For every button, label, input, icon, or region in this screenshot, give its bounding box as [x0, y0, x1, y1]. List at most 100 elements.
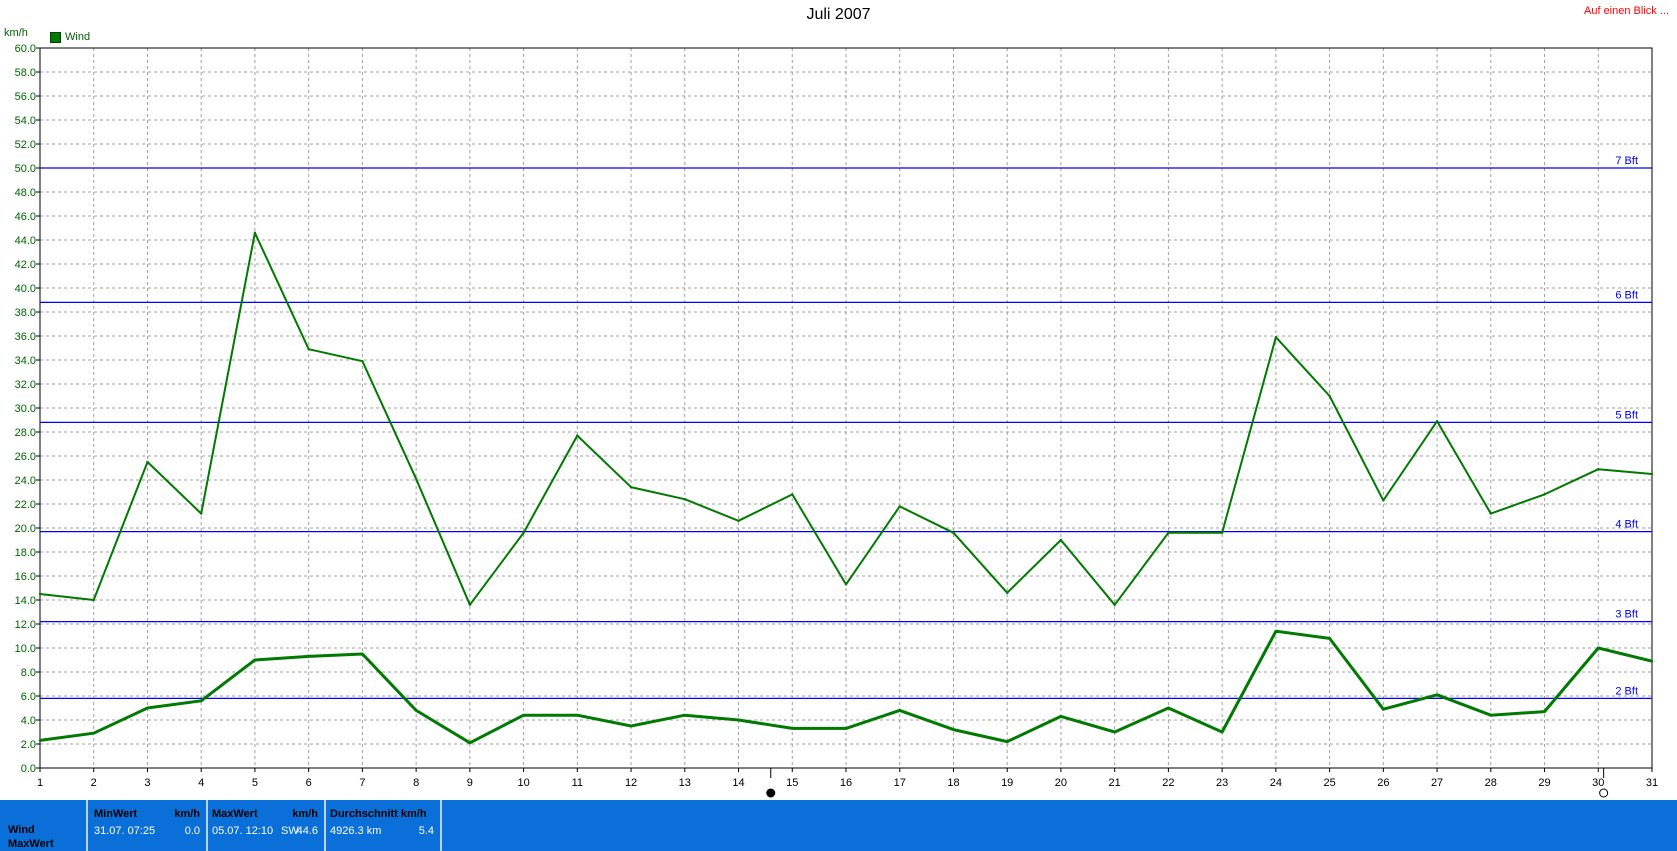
data-point [1006, 591, 1009, 594]
data-point [307, 348, 310, 351]
min-value: 0.0 [184, 825, 200, 837]
max-unit: km/h [292, 808, 318, 820]
data-point [952, 728, 955, 731]
y-tick-label: 4.0 [21, 715, 36, 727]
x-tick-label: 21 [1109, 777, 1121, 789]
x-tick-label: 16 [840, 777, 852, 789]
data-point [522, 531, 525, 534]
x-tick-label: 5 [252, 777, 258, 789]
stats-avg-box: Durchschnitt km/h 4926.3 km 5.4 [326, 800, 442, 851]
y-tick-label: 42.0 [15, 259, 36, 271]
x-tick-label: 30 [1592, 777, 1604, 789]
y-tick-label: 48.0 [15, 187, 36, 199]
data-point [200, 699, 203, 702]
data-point [1328, 394, 1331, 398]
x-tick-label: 18 [947, 777, 959, 789]
max-direction: SW [281, 825, 299, 837]
stats-row-label-maxwert: MaxWert [8, 838, 54, 850]
y-tick-label: 56.0 [15, 91, 36, 103]
data-point [1543, 493, 1546, 496]
data-point [361, 652, 364, 656]
x-tick-label: 24 [1270, 777, 1282, 789]
min-datetime: 31.07. 07:25 [94, 825, 156, 837]
max-header: MaxWert [212, 808, 258, 820]
x-tick-label: 23 [1216, 777, 1228, 789]
data-point [1059, 715, 1063, 718]
reference-line-label: 5 Bft [1615, 409, 1638, 421]
full-moon-icon [1599, 788, 1609, 798]
stats-max-box: MaxWert km/h 05.07. 12:10 SW 44.6 [206, 800, 326, 851]
y-tick-label: 54.0 [15, 115, 36, 127]
y-tick-label: 28.0 [15, 427, 36, 439]
data-point [1382, 499, 1385, 502]
y-tick-label: 16.0 [15, 571, 36, 583]
y-tick-label: 40.0 [15, 283, 36, 295]
data-point [1274, 630, 1278, 633]
data-point [844, 727, 848, 730]
y-tick-label: 50.0 [15, 163, 36, 175]
reference-line-label: 3 Bft [1615, 609, 1638, 621]
overview-link[interactable]: Auf einen Blick ... [1584, 5, 1669, 17]
data-point [92, 732, 95, 735]
chart-area: 0.0 2.0 4.0 6.0 8.0 10.0 12.0 14.0 16.0 18.0 20.0 2… [15, 43, 1658, 798]
y-tick-label: 2.0 [21, 739, 36, 751]
min-header: MinWert [94, 808, 138, 820]
data-point [791, 493, 794, 496]
x-tick-label: 28 [1485, 777, 1497, 789]
data-point [791, 727, 794, 730]
data-point [1489, 714, 1493, 717]
data-point [200, 512, 203, 515]
y-tick-label: 6.0 [21, 691, 36, 703]
reference-line-label: 6 Bft [1615, 289, 1638, 301]
x-tick-label: 25 [1323, 777, 1335, 789]
min-unit: km/h [174, 808, 200, 820]
data-point [307, 655, 310, 658]
data-point [1167, 706, 1170, 710]
data-point [38, 592, 42, 596]
x-tick-label: 31 [1646, 777, 1658, 789]
data-point [629, 724, 633, 728]
legend-label-wind: Wind [65, 31, 91, 43]
chart-title: Juli 2007 [806, 6, 871, 23]
x-tick-label: 2 [91, 777, 97, 789]
y-tick-label: 8.0 [21, 667, 36, 679]
x-tick-label: 9 [467, 777, 473, 789]
data-point [146, 460, 149, 464]
avg-value: 5.4 [418, 825, 434, 837]
y-tick-label: 10.0 [15, 643, 36, 655]
data-point [1597, 468, 1600, 471]
data-point [253, 658, 257, 662]
data-point [952, 531, 955, 534]
x-tick-label: 29 [1538, 777, 1550, 789]
x-tick-label: 3 [144, 777, 150, 789]
series-wind-avg [38, 629, 1654, 745]
data-point [1274, 336, 1278, 339]
data-point [1006, 740, 1009, 743]
y-tick-label: 18.0 [15, 547, 36, 559]
x-tick-label: 15 [786, 777, 798, 789]
x-tick-label: 27 [1431, 777, 1443, 789]
data-point [1113, 603, 1116, 606]
data-point [629, 486, 633, 489]
data-point [1382, 708, 1385, 711]
y-tick-label: 20.0 [15, 523, 36, 535]
legend-swatch [50, 31, 61, 43]
data-point [414, 477, 418, 480]
reference-line-label: 4 Bft [1615, 519, 1638, 531]
x-tick-label: 4 [198, 777, 204, 789]
y-tick-label: 36.0 [15, 331, 36, 343]
x-tick-label: 14 [732, 777, 744, 789]
x-tick-label: 10 [517, 777, 529, 789]
y-tick-label: 14.0 [15, 595, 36, 607]
data-point [1650, 660, 1654, 663]
x-tick-label: 20 [1055, 777, 1067, 789]
y-tick-label: 30.0 [15, 403, 36, 415]
stats-panel: Wind MaxWert MinWert km/h 31.07. 07:25 0… [0, 800, 1677, 851]
data-point [253, 231, 257, 234]
x-tick-label: 13 [679, 777, 691, 789]
data-point [1489, 512, 1493, 515]
x-tick-label: 26 [1377, 777, 1389, 789]
y-tick-label: 24.0 [15, 475, 36, 487]
y-tick-label: 34.0 [15, 355, 36, 367]
data-point [522, 714, 525, 717]
